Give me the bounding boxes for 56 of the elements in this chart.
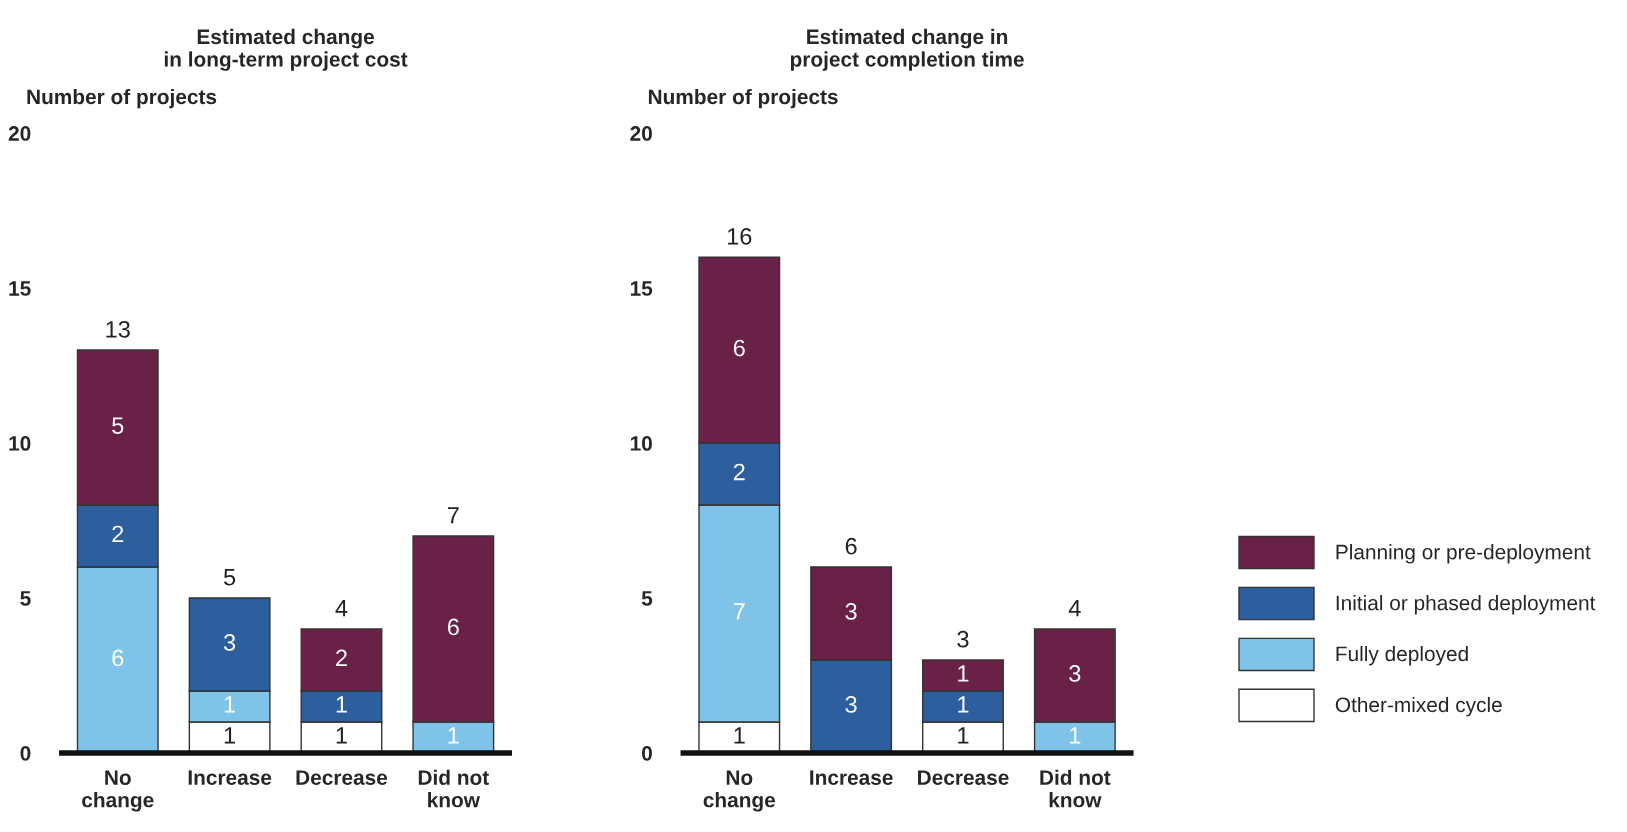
y-tick-label: 10 bbox=[9, 436, 31, 451]
y-tick-label: 0 bbox=[642, 745, 652, 761]
y-tick-label: 20 bbox=[8, 126, 31, 141]
total-label: 7 bbox=[447, 507, 459, 524]
data-label: 1 bbox=[224, 727, 236, 744]
total-label: 5 bbox=[223, 569, 236, 586]
x-tick-label: Decrease bbox=[296, 770, 388, 785]
data-label: 1 bbox=[958, 696, 969, 713]
data-label: 1 bbox=[734, 727, 745, 744]
data-label: 7 bbox=[733, 603, 745, 620]
data-label: 6 bbox=[447, 618, 459, 636]
total-label: 13 bbox=[106, 320, 130, 338]
y-tick-label: 10 bbox=[630, 436, 652, 451]
data-label: 2 bbox=[336, 649, 347, 667]
y-tick-label: 5 bbox=[641, 591, 653, 606]
total-label: 4 bbox=[335, 600, 348, 617]
data-label: 3 bbox=[845, 603, 857, 620]
y-tick-label: 0 bbox=[20, 745, 31, 761]
total-label: 6 bbox=[845, 537, 857, 555]
data-label: 2 bbox=[112, 525, 124, 543]
data-label: 1 bbox=[336, 696, 347, 713]
data-label: 1 bbox=[224, 696, 236, 713]
legend-label: Planning or pre-deployment bbox=[1336, 544, 1591, 564]
data-label: 1 bbox=[1070, 727, 1081, 744]
data-label: 5 bbox=[112, 417, 124, 434]
total-label: 4 bbox=[1068, 600, 1081, 617]
legend-label: Other-mixed cycle bbox=[1335, 696, 1502, 717]
x-tick-label: Increase bbox=[188, 770, 272, 785]
total-label: 3 bbox=[957, 630, 969, 648]
x-tick-label: No change bbox=[703, 770, 776, 812]
x-tick-label: Did not know bbox=[1040, 769, 1111, 808]
data-label: 1 bbox=[958, 727, 969, 744]
y-tick-label: 5 bbox=[20, 591, 31, 606]
chart-title: Estimated change in long-term project cost bbox=[164, 28, 408, 71]
x-tick-label: Did not know bbox=[418, 769, 489, 808]
x-tick-label: Increase bbox=[810, 770, 893, 785]
data-label: 3 bbox=[845, 696, 857, 713]
data-label: 3 bbox=[223, 634, 236, 651]
x-tick-label: No change bbox=[82, 770, 154, 812]
data-label: 1 bbox=[336, 727, 347, 744]
data-label: 1 bbox=[448, 727, 459, 744]
legend-label: Fully deployed bbox=[1336, 645, 1468, 666]
legend-label: Initial or phased deployment bbox=[1336, 595, 1596, 615]
y-axis-title: Number of projects bbox=[648, 88, 838, 109]
y-tick-label: 15 bbox=[9, 281, 31, 296]
chart-title: Estimated change in project completion time bbox=[790, 28, 1024, 71]
y-axis-title: Number of projects bbox=[27, 88, 217, 109]
data-label: 1 bbox=[958, 665, 969, 682]
data-label: 2 bbox=[733, 463, 745, 481]
x-tick-label: Decrease bbox=[918, 770, 1009, 785]
data-label: 6 bbox=[733, 339, 745, 357]
data-label: 3 bbox=[1069, 665, 1081, 682]
data-label: 6 bbox=[112, 649, 124, 667]
y-tick-label: 20 bbox=[630, 126, 652, 141]
total-label: 16 bbox=[727, 227, 752, 245]
y-tick-label: 15 bbox=[630, 281, 653, 296]
